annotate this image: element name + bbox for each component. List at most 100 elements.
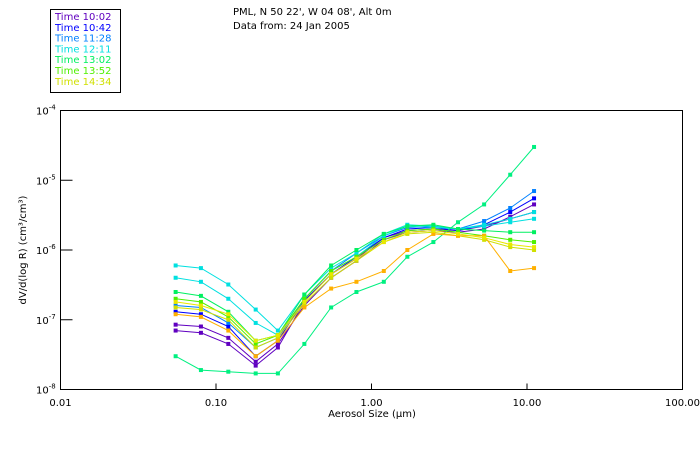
data-point: [253, 341, 258, 346]
data-point: [275, 335, 280, 340]
data-point: [381, 240, 386, 245]
data-point: [173, 354, 178, 359]
series-group: [173, 144, 537, 376]
y-axis-label: dV/d(log R) (cm³/cm³): [18, 195, 29, 304]
data-point: [482, 237, 487, 242]
data-point: [532, 266, 537, 271]
data-point: [532, 245, 537, 250]
legend-entry: Time 10:02: [54, 12, 111, 23]
data-point: [329, 286, 334, 291]
y-tick-label: 10-7: [36, 313, 56, 327]
data-point: [482, 219, 487, 224]
data-point: [253, 371, 258, 376]
data-point: [532, 189, 537, 194]
data-point: [532, 202, 537, 207]
data-point: [173, 289, 178, 294]
data-point: [275, 333, 280, 338]
data-point: [302, 292, 307, 297]
data-point: [456, 227, 461, 232]
data-point: [431, 240, 436, 245]
data-point: [482, 224, 487, 229]
data-point: [508, 206, 513, 211]
data-point: [198, 299, 203, 304]
data-point: [253, 307, 258, 312]
data-point: [405, 254, 410, 259]
data-point: [508, 216, 513, 221]
data-point: [302, 296, 307, 301]
data-point: [354, 289, 359, 294]
data-point: [381, 268, 386, 273]
x-tick-label: 10.00: [513, 398, 542, 409]
data-point: [508, 220, 513, 225]
data-point: [354, 256, 359, 261]
data-point: [532, 230, 537, 235]
data-point: [508, 214, 513, 219]
x-tick-label: 0.01: [49, 398, 71, 409]
data-point: [302, 299, 307, 304]
data-point: [302, 305, 307, 310]
x-tick-label: 100.00: [665, 398, 700, 409]
data-point: [198, 303, 203, 308]
data-point: [532, 248, 537, 252]
y-tick-label: 10-8: [36, 383, 56, 397]
legend-entry: Time 13:02: [54, 55, 111, 66]
data-point: [431, 228, 436, 233]
data-point: [226, 369, 231, 374]
data-point: [253, 338, 258, 343]
data-point: [198, 279, 203, 284]
data-point: [198, 314, 203, 319]
data-point: [532, 196, 537, 201]
data-point: [226, 317, 231, 322]
data-point: [226, 335, 231, 340]
legend-entry: Time 11:28: [54, 34, 111, 45]
legend-entry: Time 13:52: [54, 66, 111, 77]
data-point: [431, 231, 436, 236]
data-point: [405, 230, 410, 235]
data-point: [226, 341, 231, 346]
chart-title: PML, N 50 22', W 04 08', Alt 0m: [233, 7, 392, 18]
data-point: [253, 320, 258, 325]
data-point: [173, 305, 178, 310]
data-point: [508, 230, 513, 235]
data-point: [508, 242, 513, 247]
data-point: [508, 237, 513, 242]
chart-subtitle: Data from: 24 Jan 2005: [233, 21, 350, 32]
x-axis-label: Aerosol Size (µm): [328, 409, 416, 420]
data-point: [354, 251, 359, 256]
data-point: [173, 275, 178, 280]
data-point: [354, 279, 359, 284]
data-point: [508, 210, 513, 215]
data-point: [226, 324, 231, 329]
data-point: [405, 248, 410, 252]
data-point: [456, 231, 461, 236]
data-point: [226, 312, 231, 317]
axes: 0.01 0.10 1.00 10.00 100.00 10-4 10-5 10-6 10-7 1…: [36, 104, 700, 410]
data-point: [302, 341, 307, 346]
data-point: [275, 328, 280, 333]
data-point: [173, 263, 178, 268]
legend-entry: Time 12:11: [54, 44, 111, 55]
data-point: [532, 240, 537, 245]
data-point: [456, 220, 461, 225]
data-point: [198, 330, 203, 335]
x-tick-label: 0.10: [205, 398, 227, 409]
data-point: [226, 328, 231, 333]
data-point: [198, 307, 203, 312]
data-point: [198, 312, 203, 317]
data-point: [253, 354, 258, 359]
data-point: [329, 266, 334, 271]
data-point: [253, 363, 258, 368]
x-tick-label: 1.00: [360, 398, 382, 409]
data-point: [173, 312, 178, 317]
data-point: [253, 359, 258, 364]
data-point: [508, 268, 513, 273]
data-point: [275, 341, 280, 346]
data-point: [431, 222, 436, 227]
data-point: [198, 368, 203, 373]
data-point: [482, 235, 487, 240]
data-point: [329, 263, 334, 268]
legend-entry: Time 14:34: [54, 77, 111, 88]
